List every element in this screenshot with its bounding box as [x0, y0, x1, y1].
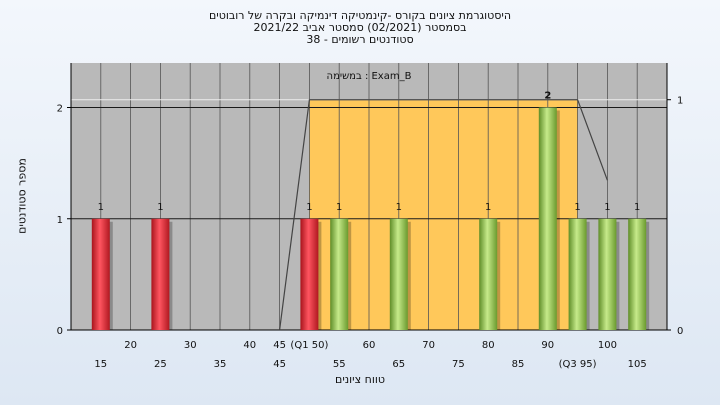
x-tick-label-lower: 75 — [452, 359, 465, 370]
bar-value-label: 1 — [574, 202, 580, 213]
x-tick-label-lower: 85 — [512, 359, 525, 370]
y2-tick-label: 1 — [677, 96, 683, 107]
bar-value-label: 1 — [157, 202, 163, 213]
histogram-bar — [568, 218, 587, 330]
histogram-bar — [628, 218, 647, 330]
task-annotation: במשימה : Exam_B — [327, 71, 412, 82]
bar-value-label: 1 — [396, 202, 402, 213]
x-tick-label-upper: 45 — [273, 340, 286, 351]
histogram-bar — [538, 107, 557, 330]
quartile-line — [279, 99, 608, 331]
x-tick-label-lower: 15 — [94, 359, 107, 370]
bar-value-label: 1 — [98, 202, 104, 213]
bar-value-label: 1 — [604, 202, 610, 213]
y2-tick-label: 0 — [677, 326, 683, 337]
y-tick-label: 0 — [57, 326, 63, 337]
bar-value-label: 2 — [544, 91, 551, 102]
chart-title: היסטוגרמת ציונים בקורס -קינמטיקה דינמיקה… — [208, 9, 512, 22]
histogram-bar — [91, 218, 110, 330]
x-tick-label-lower: (Q3 95) — [559, 359, 597, 370]
x-tick-label-upper: 70 — [422, 340, 435, 351]
bar-value-label: 1 — [306, 202, 312, 213]
chart-subtitle-semester: בסמסטר (02/2021) סמסטר אביב 2021/22 — [253, 21, 467, 34]
x-tick-label-lower: 55 — [333, 359, 346, 370]
x-tick-label-lower: 105 — [628, 359, 647, 370]
x-axis-label: טווח ציונים — [335, 373, 385, 386]
chart-title-block: היסטוגרמת ציונים בקורס -קינמטיקה דינמיקה… — [0, 10, 720, 46]
histogram-bar — [330, 218, 349, 330]
y-tick-label: 2 — [57, 104, 63, 115]
x-tick-label-upper: 100 — [598, 340, 617, 351]
chart-subtitle-students: סטודנטים רשומים - 38 — [306, 33, 414, 46]
x-tick-label-upper: 20 — [124, 340, 137, 351]
interquartile-band — [309, 99, 578, 331]
x-tick-label-upper: 60 — [363, 340, 376, 351]
x-tick-label-upper: 90 — [541, 340, 554, 351]
x-tick-label-upper: (Q1 50) — [290, 340, 328, 351]
histogram-bar — [598, 218, 617, 330]
y-tick-label: 1 — [57, 215, 63, 226]
histogram-bar — [151, 218, 170, 330]
histogram-bar — [479, 218, 498, 330]
x-tick-label-upper: 40 — [243, 340, 256, 351]
histogram-bar — [300, 218, 319, 330]
x-tick-label-lower: 25 — [154, 359, 167, 370]
x-tick-label-lower: 65 — [392, 359, 405, 370]
bar-value-label: 1 — [336, 202, 342, 213]
x-tick-label-upper: 30 — [184, 340, 197, 351]
bar-value-label: 1 — [634, 202, 640, 213]
histogram-bar — [389, 218, 408, 330]
x-tick-label-lower: 45 — [273, 359, 286, 370]
x-tick-label-upper: 80 — [482, 340, 495, 351]
bar-value-label: 1 — [485, 202, 491, 213]
x-tick-label-lower: 35 — [214, 359, 227, 370]
